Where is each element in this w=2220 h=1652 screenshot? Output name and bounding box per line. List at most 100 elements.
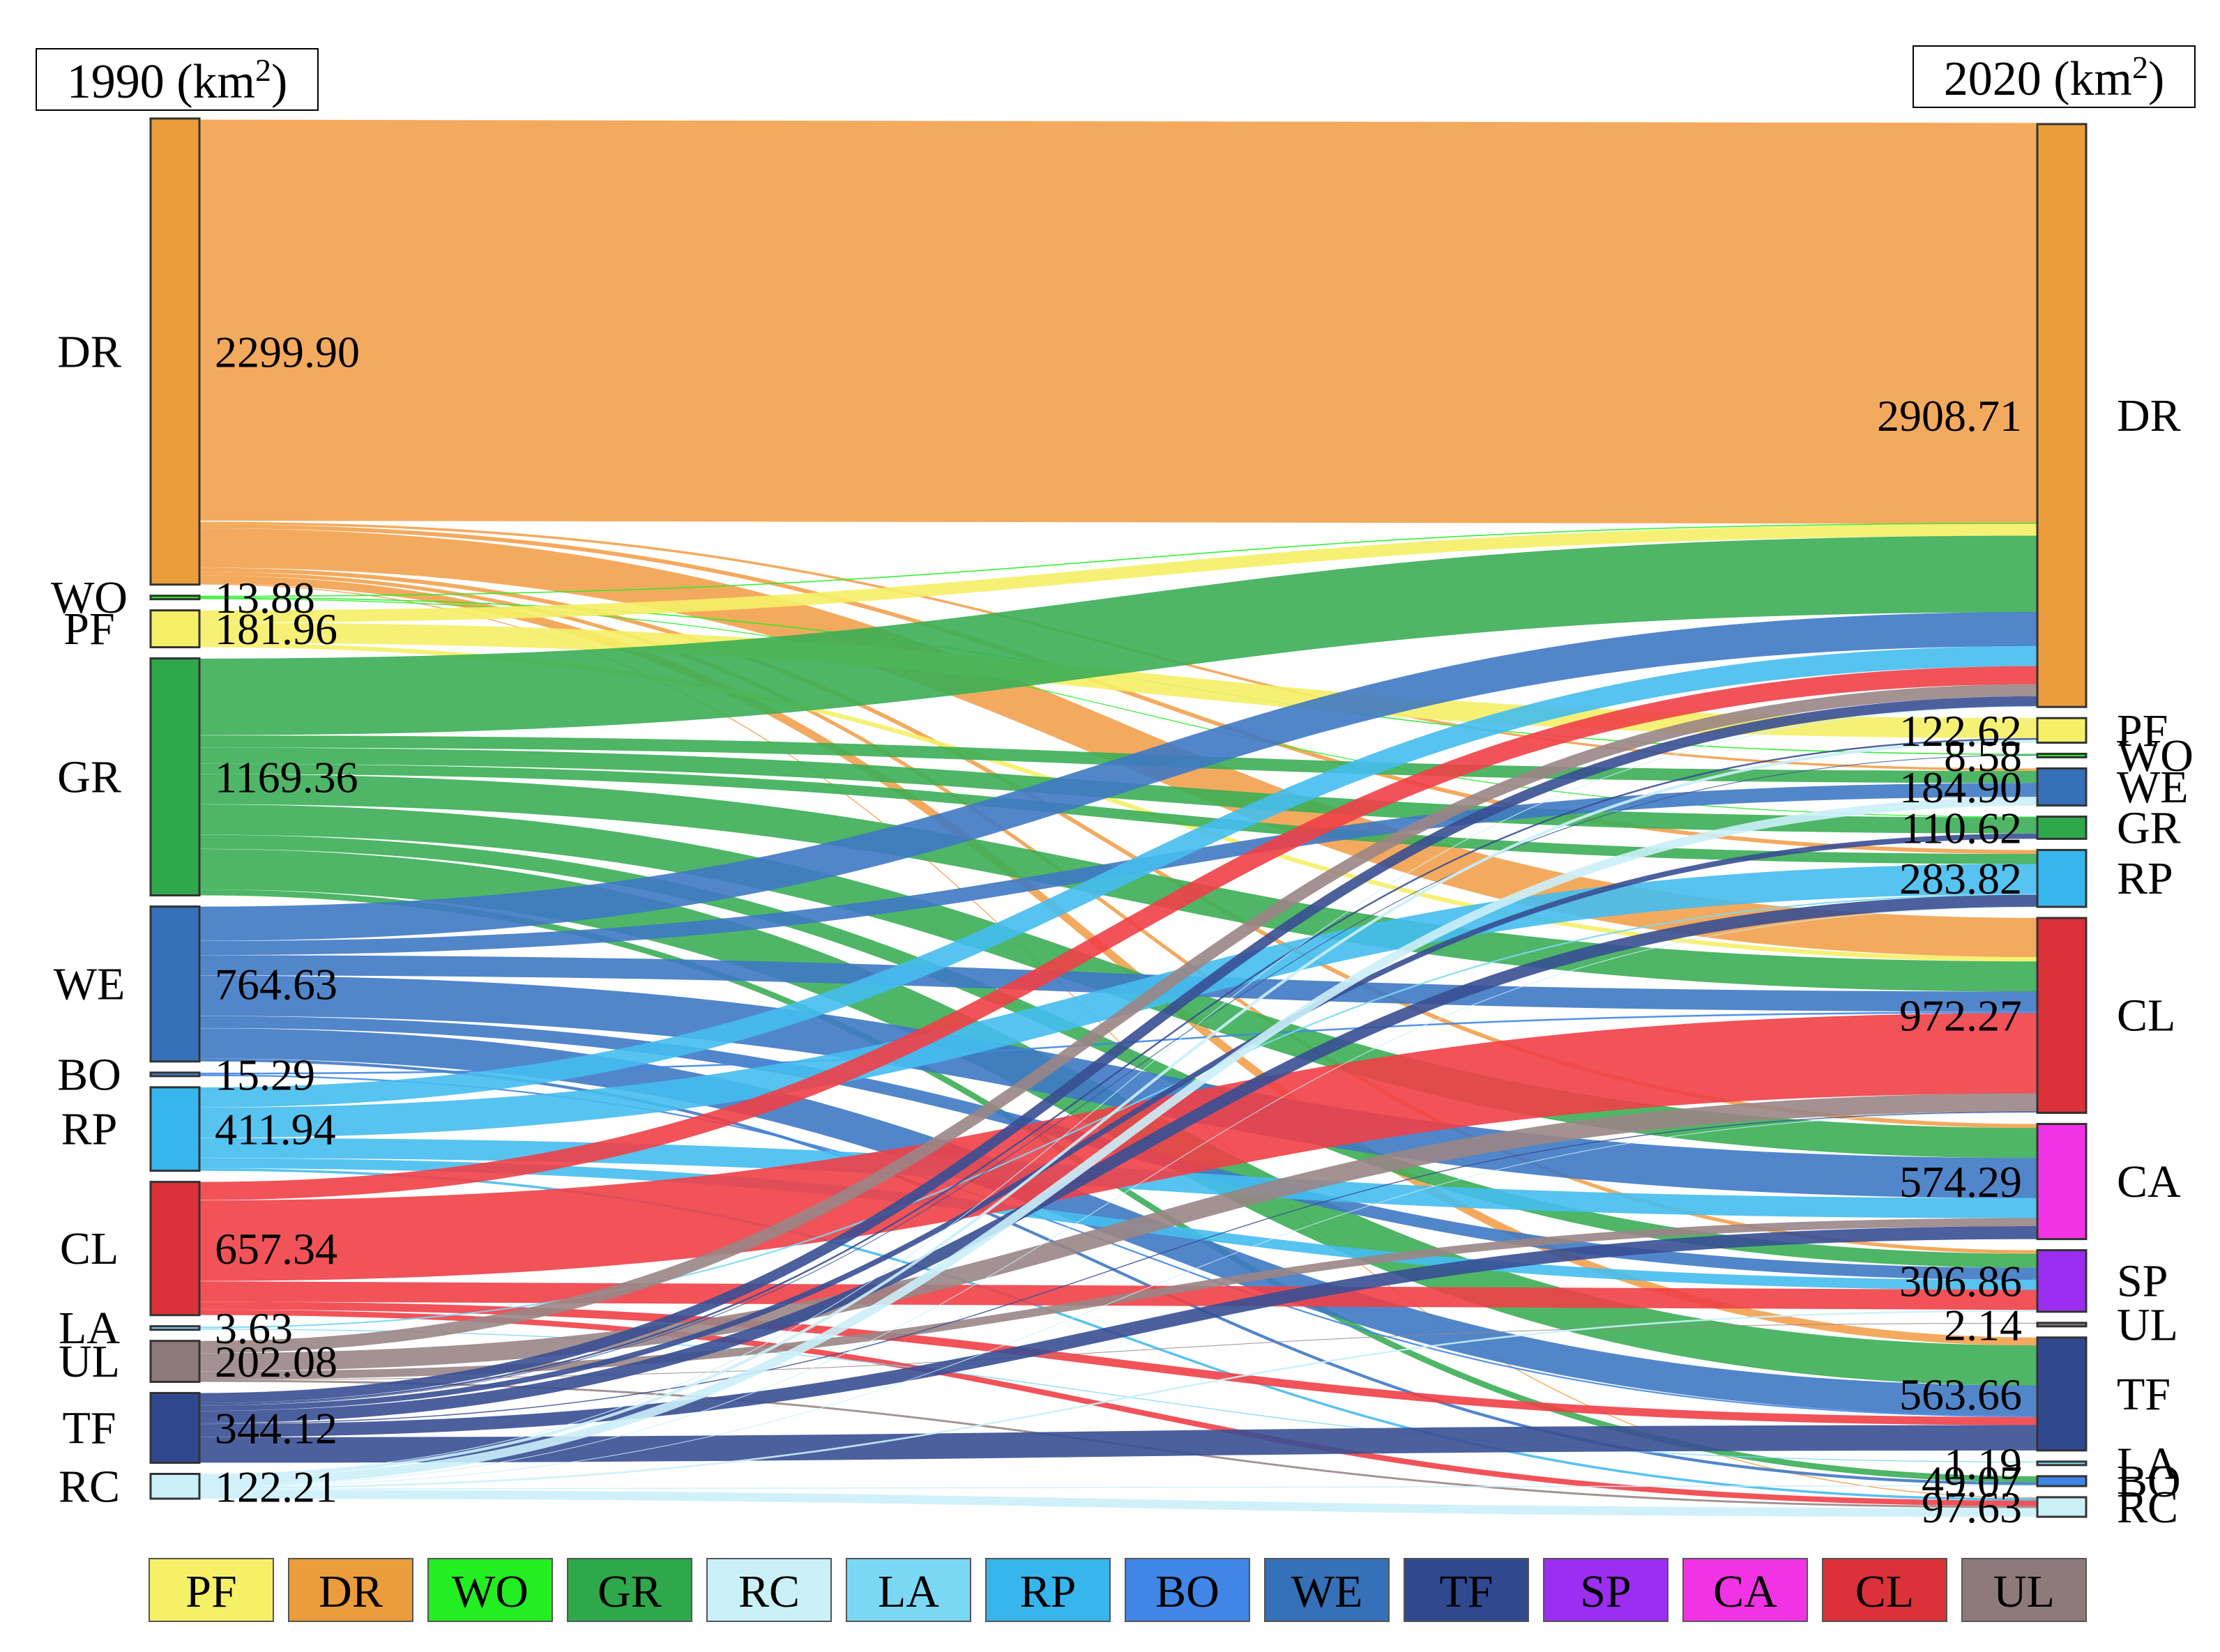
- flow-wo-to-dr: [199, 523, 2038, 597]
- label-2020-rp-value: 283.82: [1899, 854, 2022, 903]
- legend-swatch-bo: [1125, 1558, 1250, 1622]
- flow-tf-to-wo: [199, 754, 2038, 1406]
- flow-gr-to-dr: [199, 535, 2038, 735]
- label-1990-dr-name: DR: [57, 326, 121, 377]
- flow-rp-to-rp: [199, 864, 2038, 1138]
- legend-item-wo: WO: [427, 1558, 553, 1622]
- flow-tf-to-pf: [199, 737, 2038, 1405]
- legend-swatch-wo: [427, 1558, 553, 1622]
- flow-we-to-bo: [199, 1058, 2038, 1485]
- label-1990-rp-name: RP: [61, 1104, 118, 1155]
- node-1990-wo: [149, 595, 201, 601]
- node-1990-pf: [149, 609, 201, 649]
- label-2020-ca-value: 574.29: [1899, 1157, 2022, 1207]
- label-1990-cl-value: 657.34: [215, 1224, 337, 1274]
- node-2020-la: [2036, 1460, 2088, 1467]
- legend-label-wo: WO: [452, 1566, 529, 1617]
- node-2020-bo: [2036, 1475, 2088, 1487]
- node-1990-rp: [149, 1086, 201, 1172]
- node-2020-ca: [2036, 1122, 2088, 1241]
- label-2020-ul-value: 2.14: [1944, 1300, 2022, 1349]
- label-2020-ca-name: CA: [2117, 1156, 2181, 1207]
- flow-ul-to-cl: [199, 1093, 2038, 1372]
- legend-swatch-dr: [288, 1558, 413, 1622]
- node-2020-dr: [2036, 123, 2088, 708]
- node-2020-we: [2036, 767, 2088, 807]
- legend-swatch-tf: [1404, 1558, 1529, 1622]
- legend-swatch-ca: [1682, 1558, 1808, 1622]
- label-1990-la-value: 3.63: [215, 1303, 293, 1353]
- legend: PF DR WO GR RC LA RP BO WE TF SP CA CL UL: [149, 1558, 2087, 1622]
- legend-item-dr: DR: [288, 1558, 413, 1622]
- node-1990-bo: [149, 1071, 201, 1078]
- flow-we-to-cl: [199, 955, 2038, 1012]
- node-1990-gr: [149, 657, 201, 897]
- label-1990-we-name: WE: [54, 959, 126, 1010]
- flow-tf-to-rp: [199, 894, 2038, 1423]
- label-2020-we-value: 184.90: [1899, 763, 2022, 812]
- legend-swatch-cl: [1822, 1558, 1947, 1622]
- flow-rc-to-rp: [199, 906, 2038, 1487]
- flow-ul-to-dr: [199, 684, 2038, 1354]
- flow-gr-to-rp: [199, 763, 2038, 864]
- title-1990-text: 1990 (km2): [67, 52, 288, 109]
- legend-swatch-we: [1264, 1558, 1390, 1622]
- legend-label-pf: PF: [185, 1566, 236, 1617]
- legend-item-ca: CA: [1682, 1558, 1808, 1622]
- legend-swatch-rp: [985, 1558, 1111, 1622]
- label-2020-wo-value: 8.58: [1944, 731, 2022, 781]
- legend-label-we: WE: [1291, 1566, 1363, 1617]
- label-2020-la-value: 1.19: [1944, 1439, 2022, 1488]
- label-1990-pf-value: 181.96: [215, 604, 337, 654]
- label-2020-tf-value: 563.66: [1899, 1370, 2022, 1419]
- title-2020: 2020 (km2): [1913, 45, 2196, 108]
- label-2020-rp-name: RP: [2117, 853, 2173, 904]
- legend-item-la: LA: [846, 1558, 971, 1622]
- label-1990-rp-value: 411.94: [215, 1105, 336, 1154]
- flow-rc-to-pf: [199, 740, 2038, 1478]
- legend-item-cl: CL: [1822, 1558, 1947, 1622]
- legend-label-tf: TF: [1439, 1566, 1493, 1617]
- label-2020-dr-name: DR: [2117, 390, 2181, 441]
- label-2020-pf-value: 122.62: [1899, 706, 2022, 756]
- label-1990-pf-name: PF: [63, 604, 114, 655]
- legend-label-rc: RC: [738, 1566, 800, 1617]
- legend-item-bo: BO: [1125, 1558, 1250, 1622]
- label-2020-rc-name: RC: [2117, 1482, 2178, 1533]
- flow-rc-to-cl: [199, 1112, 2038, 1487]
- node-2020-sp: [2036, 1249, 2088, 1313]
- legend-swatch-gr: [567, 1558, 692, 1622]
- label-2020-pf-name: PF: [2117, 705, 2168, 756]
- legend-item-ul: UL: [1961, 1558, 2087, 1622]
- flow-pf-to-pf: [199, 622, 2038, 739]
- legend-swatch-sp: [1543, 1558, 1668, 1622]
- flow-we-to-ca: [199, 975, 2038, 1199]
- label-1990-rc-name: RC: [59, 1461, 120, 1512]
- node-2020-tf: [2036, 1336, 2088, 1452]
- legend-item-pf: PF: [149, 1558, 274, 1622]
- legend-swatch-pf: [149, 1558, 274, 1622]
- label-1990-ul-name: UL: [59, 1336, 120, 1387]
- title-2020-box: [1913, 45, 2196, 108]
- flow-dr-to-cl: [199, 528, 2038, 958]
- flow-ul-to-ca: [199, 1218, 2038, 1379]
- flow-rc-to-dr: [199, 706, 2038, 1475]
- node-2020-cl: [2036, 917, 2088, 1114]
- flow-tf-to-dr: [199, 696, 2038, 1403]
- legend-item-sp: SP: [1543, 1558, 1668, 1622]
- node-2020-rp: [2036, 848, 2088, 908]
- legend-label-dr: DR: [319, 1566, 383, 1617]
- label-2020-cl-name: CL: [2117, 991, 2175, 1041]
- label-1990-dr-value: 2299.90: [215, 327, 360, 376]
- node-2020-gr: [2036, 816, 2088, 840]
- title-2020-text: 2020 (km2): [1944, 49, 2165, 106]
- label-1990-we-value: 764.63: [215, 960, 337, 1009]
- label-2020-we-name: WE: [2117, 762, 2189, 813]
- label-2020-rc-value: 97.63: [1922, 1483, 2022, 1532]
- legend-swatch-la: [846, 1558, 971, 1622]
- node-1990-rc: [149, 1472, 201, 1500]
- legend-item-rc: RC: [706, 1558, 832, 1622]
- title-1990-box: [36, 48, 319, 111]
- label-1990-bo-value: 15.29: [215, 1050, 315, 1099]
- label-2020-bo-name: BO: [2117, 1456, 2181, 1507]
